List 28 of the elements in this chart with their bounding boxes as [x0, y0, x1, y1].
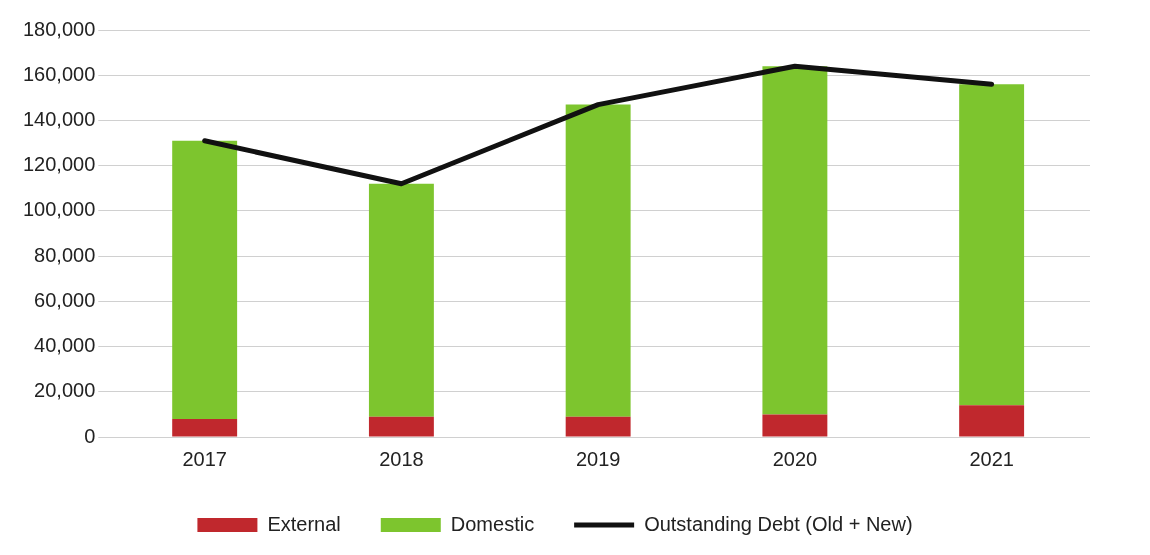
- y-tick-label: 180,000: [23, 17, 96, 40]
- y-tick-label: 40,000: [34, 334, 96, 357]
- legend-label: Domestic: [450, 512, 535, 535]
- legend-label: Outstanding Debt (Old + New): [644, 512, 913, 535]
- bar: [959, 405, 1025, 437]
- y-tick-label: 20,000: [34, 379, 96, 402]
- bar: [762, 414, 828, 437]
- x-tick-label: 2020: [772, 447, 818, 470]
- y-tick-label: 100,000: [23, 198, 96, 221]
- y-tick-label: 0: [84, 424, 96, 447]
- x-tick-label: 2021: [969, 447, 1014, 470]
- bar: [172, 140, 238, 419]
- bar: [172, 418, 238, 437]
- legend-label: External: [267, 512, 341, 535]
- y-tick-label: 120,000: [23, 153, 96, 176]
- bar: [565, 104, 631, 417]
- y-tick-label: 80,000: [34, 243, 96, 266]
- bar: [368, 416, 434, 437]
- x-tick-label: 2019: [575, 447, 621, 470]
- y-tick-label: 60,000: [34, 288, 96, 311]
- x-tick-label: 2018: [379, 447, 424, 470]
- bar: [762, 66, 828, 415]
- bar: [368, 183, 434, 417]
- bar: [959, 84, 1025, 406]
- y-tick-label: 140,000: [23, 107, 96, 130]
- y-tick-label: 160,000: [23, 62, 96, 85]
- bar: [565, 416, 631, 437]
- x-tick-label: 2017: [182, 447, 227, 470]
